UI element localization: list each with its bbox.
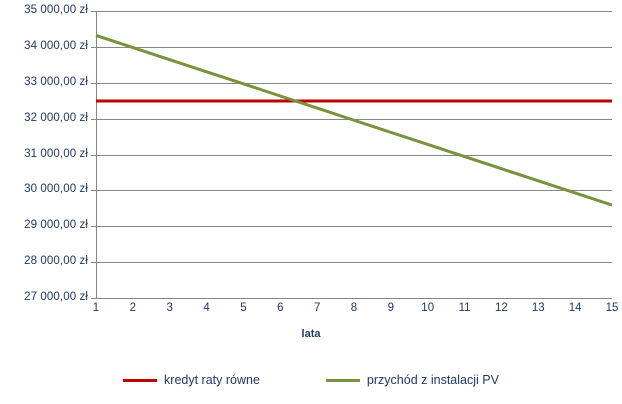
x-axis-tick-label: 10 [421,302,435,314]
x-axis-tick-label: 15 [605,302,619,314]
series-line [95,33,613,207]
x-axis-tick-label: 5 [240,302,247,314]
x-axis-tick-label: 3 [166,302,173,314]
x-axis-tick-label: 8 [350,302,358,314]
x-axis-title: lata [301,328,321,340]
y-axis-tick-label: 35 000,00 zł [24,4,88,16]
y-axis-tick [91,118,96,120]
y-axis-tick [91,190,96,192]
y-axis-tick-label: 29 000,00 zł [24,219,88,232]
x-axis-tick-label: 9 [387,302,395,314]
y-axis-tick-label: 27 000,00 zł [24,291,88,303]
gridline [96,11,612,12]
gridline [96,226,612,228]
y-axis-tick [91,262,96,264]
legend-label: przychód z instalacji PV [366,373,499,387]
legend-item[interactable]: kredyt raty równe [123,373,260,387]
legend-label: kredyt raty równe [164,373,260,387]
gridline [96,82,612,84]
y-axis-tick [91,82,96,84]
plot-area [91,11,613,299]
y-axis-tick [91,154,96,156]
x-axis-tick-label: 14 [568,302,582,314]
x-axis-tick-label: 13 [531,302,545,314]
gridline [96,262,612,264]
x-axis-tick-label: 12 [495,302,508,314]
gridline [96,154,612,156]
y-axis-tick-label: 31 000,00 zł [24,147,88,160]
legend-swatch-icon [325,378,360,382]
y-axis-tick [91,11,96,12]
x-axis-tick-label: 7 [313,302,321,314]
x-axis-tick-label: 11 [458,302,471,314]
gridline [96,46,612,48]
y-axis-tick-label: 28 000,00 zł [24,255,88,268]
y-axis-tick-label: 34 000,00 zł [24,39,88,52]
x-axis-tick-label: 2 [129,302,137,314]
y-axis-tick [91,226,96,228]
y-axis-tick-label: 30 000,00 zł [24,183,88,196]
chart-legend: kredyt raty równe przychód z instalacji P… [0,370,622,390]
x-axis-tick-label: 1 [92,302,100,314]
x-axis-tick-label: 4 [203,302,210,314]
gridline [96,190,612,192]
y-axis-tick-label: 33 000,00 zł [24,75,88,88]
x-axis-tick-labels: 1 2 3 4 5 6 7 8 9 10 11 12 13 14 15 [93,302,619,320]
legend-item[interactable]: przychód z instalacji PV [325,373,499,387]
y-axis-tick-labels: 35 000,00 zł 34 000,00 zł 33 000,00 zł 32 0… [0,0,88,310]
y-axis-tick [91,46,96,48]
y-axis-tick-label: 32 000,00 zł [24,111,88,124]
legend-swatch-icon [123,378,158,382]
y-axis-tick [91,298,96,299]
series-lines [95,33,613,207]
x-axis-tick-label: 6 [277,302,284,314]
gridline [96,298,612,299]
